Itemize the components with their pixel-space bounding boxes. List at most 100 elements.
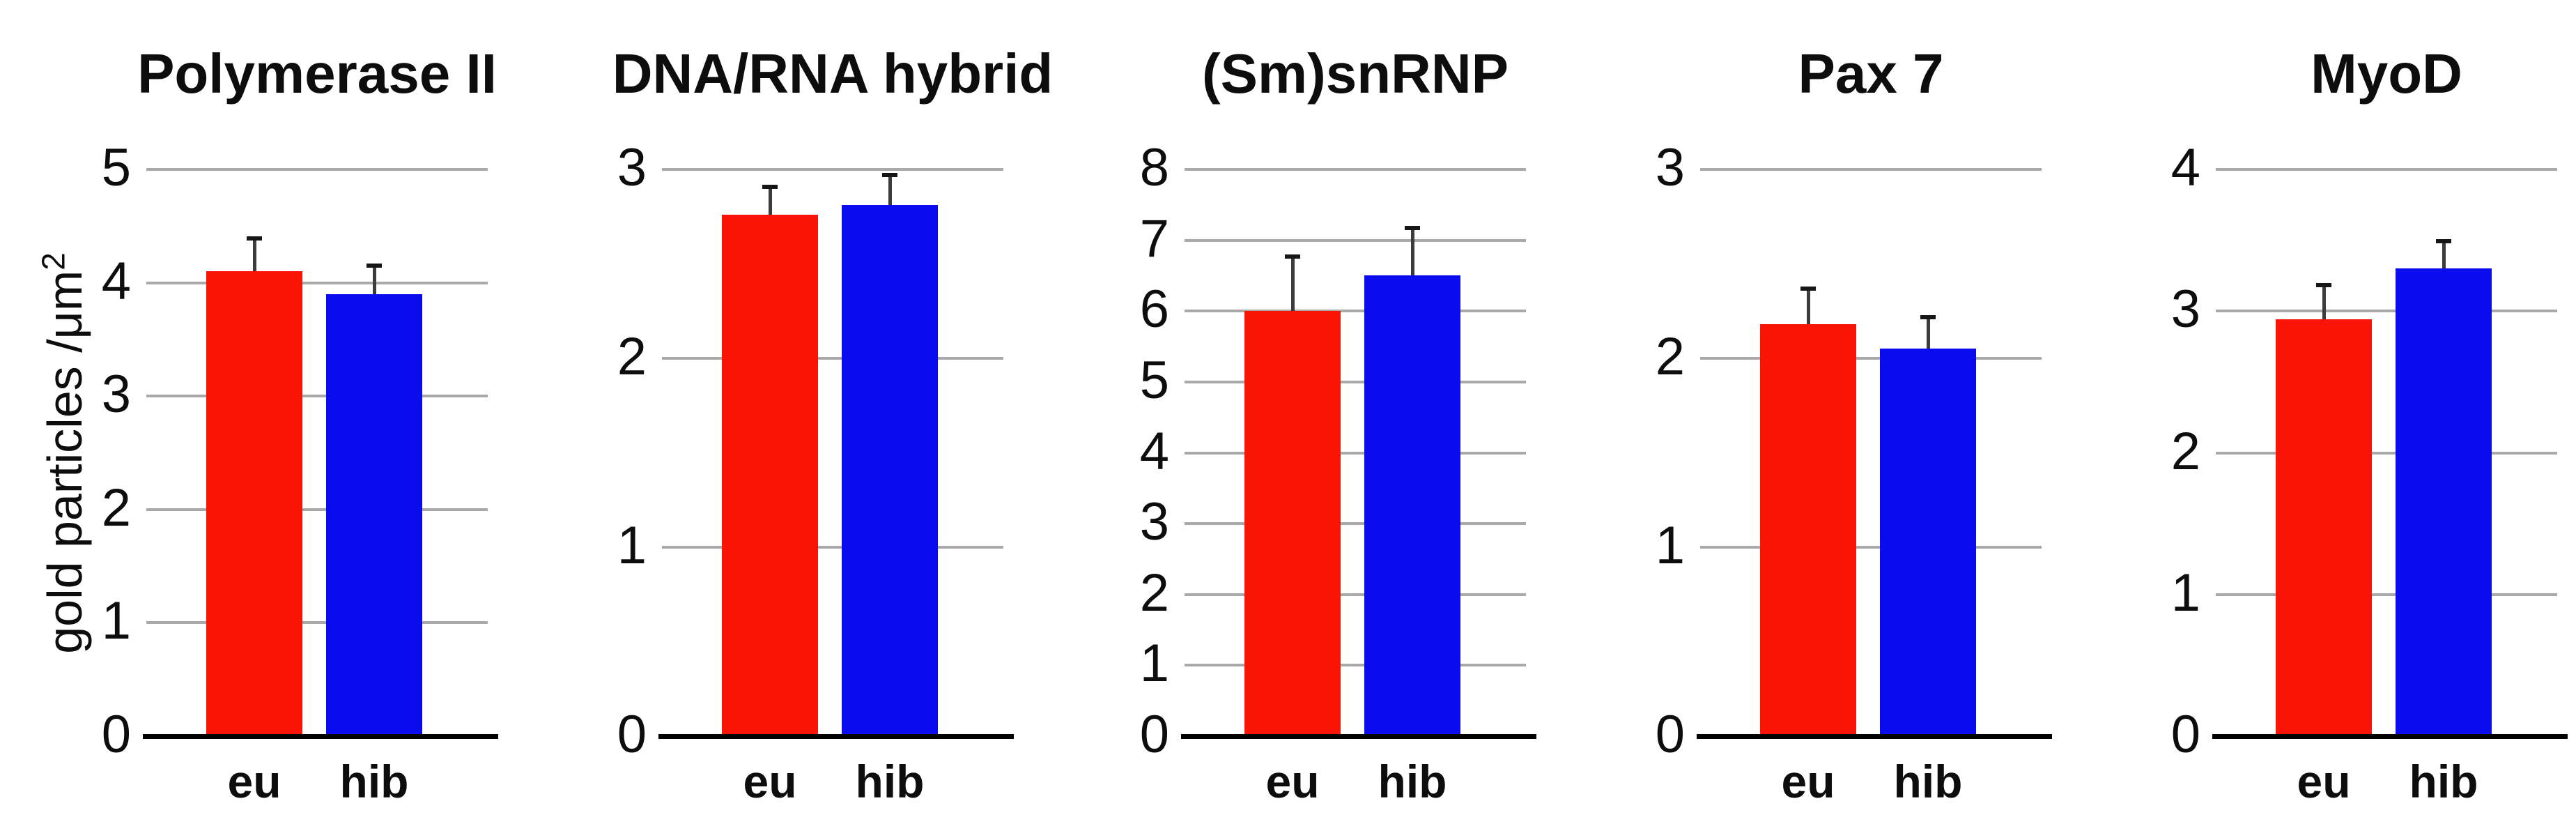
gridline bbox=[1185, 593, 1526, 596]
error-bar-cap-eu bbox=[2316, 282, 2331, 287]
bar-hib bbox=[2396, 268, 2492, 736]
gridline bbox=[2216, 310, 2557, 313]
chart-panel-2: DNA/RNA hybrid 0 1 2 3 eu hib bbox=[516, 0, 1054, 831]
y-tick-label: 2 bbox=[1139, 563, 1169, 623]
error-bar-cap-eu bbox=[247, 236, 262, 241]
x-category-label-eu: eu bbox=[227, 756, 281, 807]
error-bar-cap-eu bbox=[1285, 254, 1300, 259]
y-tick-label: 0 bbox=[2170, 705, 2200, 764]
chart-panel-5: MyoD 0 1 2 3 4 eu hib bbox=[2069, 0, 2576, 831]
y-tick-label: 3 bbox=[101, 365, 131, 425]
error-bar-stem-eu bbox=[769, 188, 772, 215]
bar-hib bbox=[1364, 275, 1460, 736]
gridline bbox=[146, 508, 488, 511]
y-tick-label: 0 bbox=[617, 705, 647, 764]
x-category-label-eu: eu bbox=[2297, 756, 2351, 807]
error-bar-cap-eu bbox=[1800, 287, 1816, 291]
error-bar-stem-hib bbox=[373, 267, 376, 294]
bar-eu bbox=[206, 271, 302, 736]
y-tick-label: 5 bbox=[1139, 350, 1169, 410]
x-category-label-hib: hib bbox=[1378, 756, 1447, 807]
y-tick-label: 1 bbox=[617, 516, 647, 575]
bar-hib bbox=[842, 205, 938, 736]
x-axis-line bbox=[658, 734, 1014, 739]
x-category-label-hib: hib bbox=[1893, 756, 1963, 807]
gridline bbox=[662, 357, 1003, 360]
gridline bbox=[1185, 168, 1526, 171]
x-category-label-eu: eu bbox=[1265, 756, 1320, 807]
gridline bbox=[1185, 238, 1526, 242]
x-axis-line bbox=[1697, 734, 2052, 739]
gridline bbox=[1185, 664, 1526, 667]
x-axis-line bbox=[1181, 734, 1536, 739]
gridline bbox=[1185, 380, 1526, 383]
y-tick-label: 2 bbox=[101, 478, 131, 538]
gridline bbox=[2216, 451, 2557, 455]
bar-hib bbox=[326, 293, 422, 736]
x-category-label-eu: eu bbox=[1781, 756, 1835, 807]
chart-title: MyoD bbox=[2311, 43, 2462, 105]
y-tick-label: 7 bbox=[1139, 208, 1169, 268]
error-bar-stem-hib bbox=[2442, 243, 2446, 269]
error-bar-stem-eu bbox=[2322, 287, 2326, 320]
y-tick-label: 1 bbox=[101, 591, 131, 651]
gridline bbox=[146, 395, 488, 398]
chart-panel-4: Pax 7 0 1 2 3 eu hib bbox=[1554, 0, 2069, 831]
x-axis-line bbox=[143, 734, 498, 739]
gridline bbox=[1700, 357, 2042, 360]
y-tick-label: 3 bbox=[2170, 280, 2200, 340]
error-bar-stem-hib bbox=[1411, 230, 1414, 276]
y-tick-label: 0 bbox=[1139, 705, 1169, 764]
gridline bbox=[2216, 168, 2557, 171]
y-tick-label: 4 bbox=[1139, 421, 1169, 481]
gridline bbox=[1185, 522, 1526, 526]
x-category-label-eu: eu bbox=[743, 756, 797, 807]
y-tick-label: 0 bbox=[101, 705, 131, 764]
y-axis-label: gold particles /μm2 bbox=[36, 252, 92, 654]
y-tick-label: 3 bbox=[1655, 138, 1685, 197]
y-tick-label: 6 bbox=[1139, 280, 1169, 340]
error-bar-cap-hib bbox=[1405, 226, 1420, 231]
error-bar-stem-eu bbox=[1807, 291, 1810, 325]
x-category-label-hib: hib bbox=[855, 756, 925, 807]
gridline bbox=[1185, 310, 1526, 313]
error-bar-stem-hib bbox=[888, 177, 892, 206]
x-category-label-hib: hib bbox=[339, 756, 409, 807]
y-tick-label: 8 bbox=[1139, 138, 1169, 197]
x-axis-line bbox=[2212, 734, 2568, 739]
chart-title: DNA/RNA hybrid bbox=[612, 43, 1054, 105]
chart-title: Pax 7 bbox=[1798, 43, 1944, 105]
bar-hib bbox=[1880, 349, 1976, 736]
error-bar-cap-hib bbox=[1920, 314, 1936, 319]
gridline bbox=[146, 281, 488, 284]
x-category-label-hib: hib bbox=[2409, 756, 2478, 807]
chart-panel-3: (Sm)snRNP 0 1 2 3 4 5 6 7 8 eu hib bbox=[1038, 0, 1554, 831]
gridline bbox=[1700, 168, 2042, 171]
gridline bbox=[1700, 546, 2042, 549]
error-bar-cap-eu bbox=[762, 184, 778, 189]
gridline bbox=[2216, 593, 2557, 596]
error-bar-cap-hib bbox=[367, 263, 382, 268]
bar-eu bbox=[2276, 319, 2372, 736]
y-tick-label: 0 bbox=[1655, 705, 1685, 764]
error-bar-cap-hib bbox=[882, 173, 897, 178]
y-tick-label: 2 bbox=[617, 327, 647, 386]
y-tick-label: 1 bbox=[1139, 634, 1169, 694]
error-bar-stem-hib bbox=[1927, 319, 1930, 349]
gridline bbox=[662, 546, 1003, 549]
error-bar-cap-hib bbox=[2436, 238, 2451, 243]
bar-eu bbox=[1244, 311, 1341, 736]
gridline bbox=[146, 621, 488, 625]
y-tick-label: 2 bbox=[2170, 421, 2200, 481]
gridline bbox=[146, 168, 488, 171]
y-tick-label: 4 bbox=[101, 251, 131, 311]
gridline bbox=[1185, 451, 1526, 455]
y-tick-label: 2 bbox=[1655, 327, 1685, 386]
y-tick-label: 3 bbox=[1139, 492, 1169, 552]
error-bar-stem-eu bbox=[1291, 258, 1295, 312]
y-tick-label: 1 bbox=[2170, 563, 2200, 623]
chart-panel-1: Polymerase II gold particles /μm2 0 1 2 3 4 5 eu… bbox=[0, 0, 516, 831]
gridline bbox=[662, 168, 1003, 171]
y-tick-label: 4 bbox=[2170, 138, 2200, 197]
